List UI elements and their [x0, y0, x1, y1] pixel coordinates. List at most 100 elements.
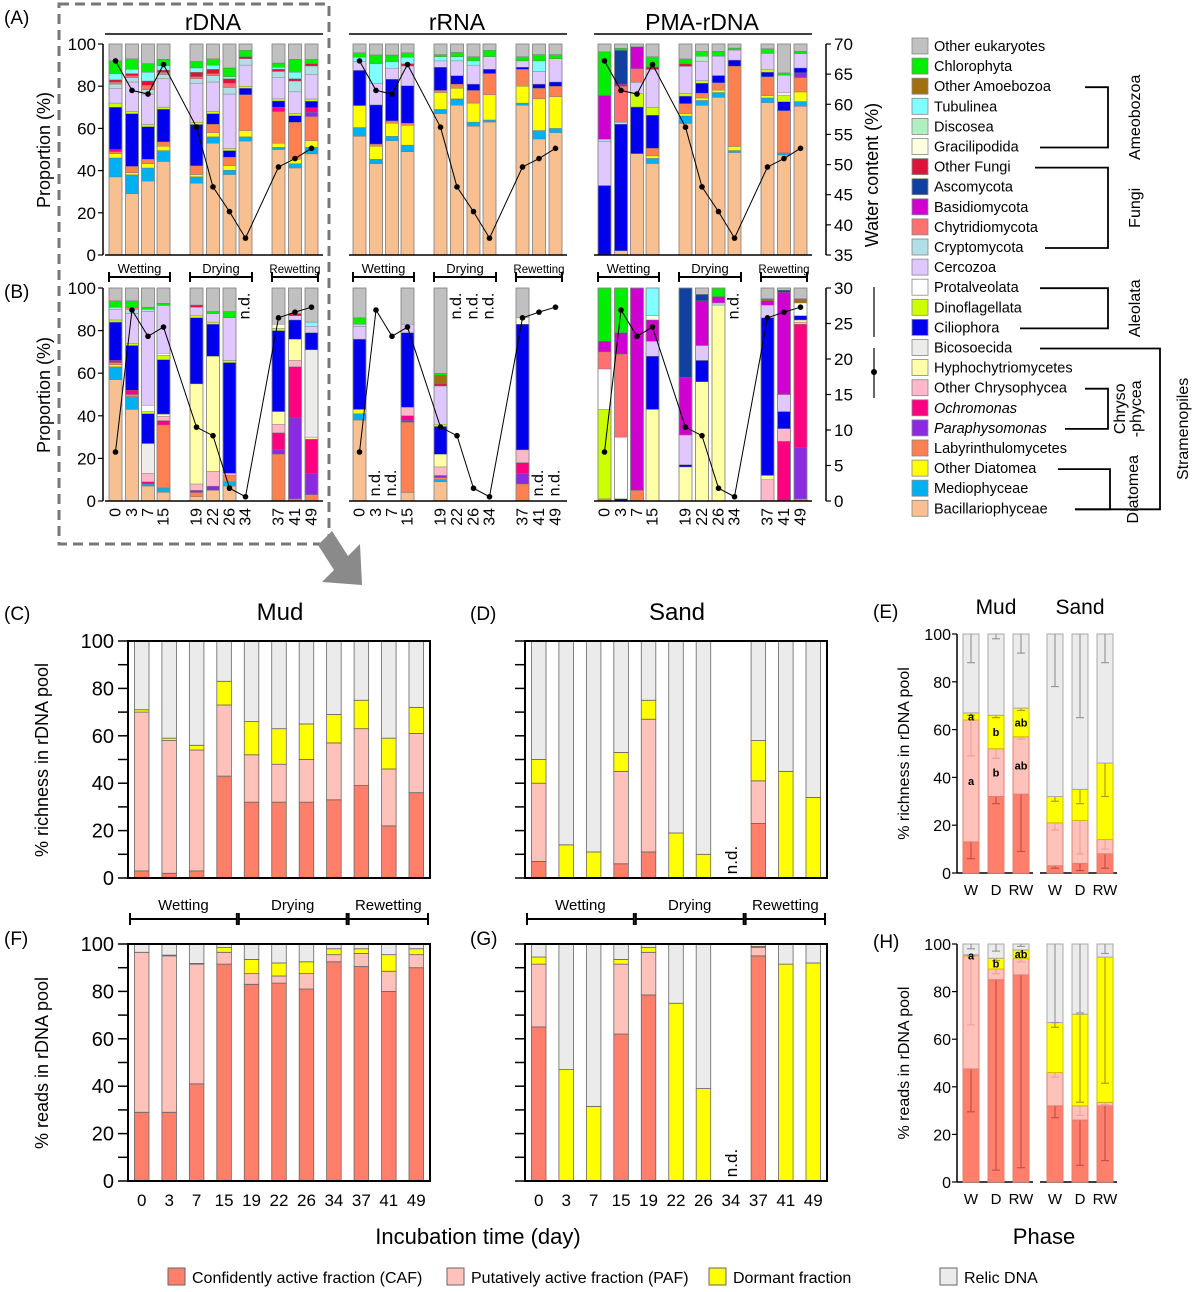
bar-segment-mediophyceae — [156, 150, 171, 162]
bar-segment-labyrinthulomycetes — [304, 116, 319, 141]
bar-segment-paf — [216, 704, 232, 777]
bar-segment-dormant — [408, 948, 424, 956]
bar-segment-other-fungi — [678, 63, 693, 67]
bar-segment-other-diatomea — [222, 165, 237, 171]
bar-segment-paraphysomonas — [304, 473, 319, 495]
bar-segment-paf — [271, 763, 287, 803]
bar-segment-chlorophyta — [156, 303, 171, 306]
bar-segment-labyrinthulomycetes — [206, 123, 220, 133]
bar-segment-paraphysomonas — [304, 111, 319, 117]
legend-swatch — [911, 479, 929, 497]
bar-segment-labyrinthulomycetes — [385, 120, 399, 124]
bar-segment-ciliophora — [548, 81, 563, 87]
bar-segment-relic — [408, 640, 424, 708]
legend-swatch — [911, 97, 929, 115]
bar-segment-other-diatomea — [189, 174, 204, 177]
bar-segment-ciliophora — [206, 324, 220, 357]
bar-segment-paf — [531, 782, 547, 862]
bar-segment-relic — [326, 640, 342, 715]
x-tick-label: 0 — [137, 1191, 146, 1210]
bar-segment-ochromonas — [400, 415, 415, 421]
bar-segment-paf — [408, 733, 424, 794]
bar-segment-chlorophyta — [695, 51, 709, 57]
bar-segment-hyphochytriomycetes — [304, 436, 319, 440]
water-content-point — [536, 155, 542, 162]
bar-segment-mediophyceae — [108, 157, 123, 178]
nd-label: n.d. — [722, 1149, 741, 1177]
bar-segment-dinoflagellata — [156, 355, 171, 360]
bar-segment-basidiomycota — [760, 300, 775, 306]
y-tick-label: 20 — [77, 204, 96, 223]
bar-segment-caf — [134, 1111, 150, 1182]
x-tick-label: 34 — [324, 1191, 343, 1210]
bar-segment-ciliophora — [352, 338, 367, 410]
y-axis-label-f: % reads in rDNA pool — [32, 977, 52, 1149]
bar-segment-hyphochytriomycetes — [793, 319, 808, 323]
bar-segment-labyrinthulomycetes — [630, 490, 644, 502]
bar-segment-mediophyceae — [156, 487, 171, 493]
bar-segment-bacillariophyceae — [222, 174, 237, 256]
bar-segment-labyrinthulomycetes — [222, 475, 237, 483]
bar-segment-labyrinthulomycetes — [125, 394, 139, 397]
bar-segment-bacillariophyceae — [352, 136, 367, 256]
bar-segment-dinoflagellata — [189, 122, 204, 125]
water-content-point — [470, 485, 477, 492]
bar-segment-labyrinthulomycetes — [450, 83, 464, 89]
legend-group-label: Ameobozoa — [1127, 75, 1144, 160]
bar-segment-mediophyceae — [482, 119, 497, 123]
y-tick-label: 60 — [92, 726, 114, 748]
bar-segment-other-eukaryotes — [678, 43, 693, 60]
bar-segment-other-eukaryotes — [352, 287, 367, 319]
bar-segment-cryptomycota — [352, 324, 367, 327]
bar-segment-other-chrysophycea — [433, 466, 448, 476]
panel-a-rdna-bars — [108, 43, 319, 256]
arrow-icon — [318, 531, 362, 585]
panel-label-g: (G) — [470, 929, 497, 950]
panel-a-pma-rdna-bars — [597, 43, 808, 256]
bar-segment-paf — [613, 770, 629, 865]
x-tick-label: 49 — [407, 1191, 426, 1210]
x-tick-label: 3 — [164, 1191, 173, 1210]
bar-segment-mediophyceae — [515, 102, 530, 106]
bar-segment-cercozoa — [760, 53, 775, 70]
bar-segment-cryptomycota — [614, 121, 628, 125]
bar-segment-other-diatomea — [515, 85, 530, 104]
bar-segment-other-eukaryotes — [222, 287, 237, 312]
bar-segment-labyrinthulomycetes — [400, 421, 415, 493]
bar-segment-ciliophora — [189, 317, 204, 385]
bar-segment-mediophyceae — [711, 92, 726, 98]
bar-segment-cercozoa — [125, 81, 139, 112]
bar-segment-ciliophora — [695, 360, 709, 382]
bar-segment-paf — [298, 759, 315, 803]
bar-segment-other-diatomea — [433, 92, 448, 110]
bar-segment-cercozoa — [206, 313, 220, 323]
bar-segment-labyrinthulomycetes — [304, 494, 319, 502]
legend-swatch — [911, 359, 929, 377]
bar-segment-dinoflagellata — [108, 319, 123, 323]
bar-segment-relic — [531, 943, 547, 958]
bar-segment-other-chrysophycea — [156, 416, 171, 421]
bar-segment-gracilipodida — [271, 324, 286, 329]
bar-segment-cercozoa — [108, 88, 123, 104]
legend-label: Other Amoebozoa — [934, 79, 1052, 95]
significance-letter: ab — [1015, 717, 1028, 729]
y-tick-label: 20 — [933, 818, 951, 835]
legend-label: Paraphysomonas — [934, 421, 1047, 437]
legend-swatch — [911, 258, 929, 276]
legend-label: Discosea — [934, 119, 995, 135]
water-content-point — [242, 493, 249, 500]
bar-segment-other-eukaryotes — [760, 287, 775, 299]
bar-segment-dinoflagellata — [695, 80, 709, 84]
bar-segment-ciliophora — [206, 113, 220, 125]
bar-segment-other-eukaryotes — [400, 287, 415, 325]
bar-segment-chlorophyta — [304, 59, 319, 64]
x-tick-label: 49 — [804, 1191, 823, 1210]
bar-segment-ciliophora — [482, 69, 497, 74]
bar-segment-basidiomycota — [711, 296, 726, 304]
bar-segment-cryptomycota — [189, 78, 204, 84]
significance-letter: a — [968, 776, 975, 788]
legend-swatch — [911, 318, 929, 336]
bar-segment-other-eukaryotes — [614, 43, 628, 49]
y-tick-label: 0 — [87, 246, 96, 265]
bar-segment-paf — [326, 954, 342, 963]
